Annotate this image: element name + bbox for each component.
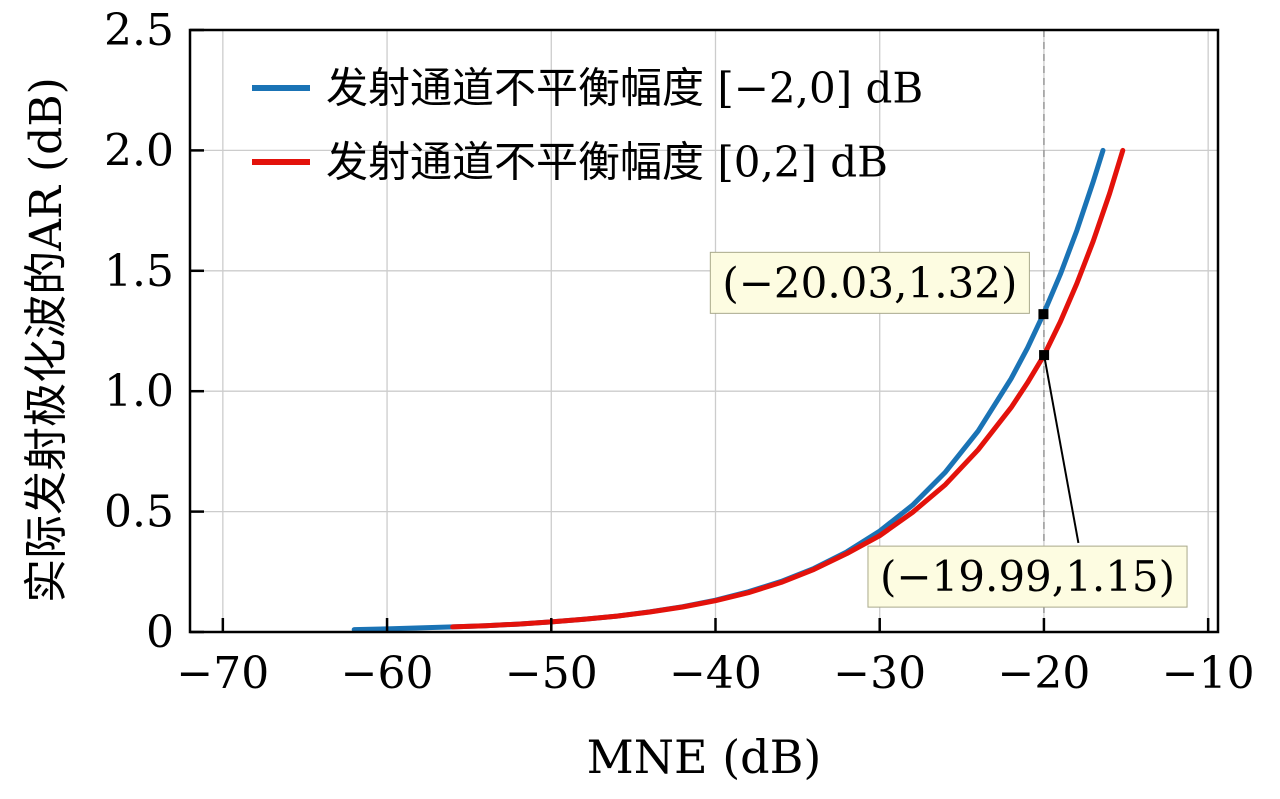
annotation-label-0: (−20.03,1.32) — [722, 258, 1017, 307]
annotation-leader-1 — [1043, 354, 1080, 544]
y-tick-label-3: 1.5 — [104, 246, 174, 297]
y-tick-label-0: 0 — [146, 607, 174, 658]
x-tick-label-4: −30 — [833, 648, 926, 699]
series-curve-1 — [450, 147, 1126, 630]
gridlines — [190, 29, 1218, 633]
data-point-marker-1 — [1039, 350, 1050, 361]
annotation-box-0 — [709, 251, 1030, 314]
annotations: (−20.03,1.32) (−19.99,1.15) — [709, 251, 1188, 608]
x-tick-label-1: −60 — [341, 648, 434, 699]
y-tick-label-1: 0.5 — [104, 487, 174, 538]
x-tick-label-6: −10 — [1162, 648, 1255, 699]
legend-label-1: 发射通道不平衡幅度 [0,2] dB — [326, 138, 888, 187]
x-axis-label: MNE (dB) — [586, 730, 822, 784]
y-axis-label: 实际发射极化波的AR (dB) — [21, 77, 72, 603]
axes-frame — [188, 28, 1220, 634]
annotation-label-1: (−19.99,1.15) — [880, 552, 1175, 601]
annotation-0: (−20.03,1.32) — [709, 251, 1030, 314]
annotation-box-1 — [867, 545, 1188, 608]
x-tick-label-2: −50 — [505, 648, 598, 699]
legend: 发射通道不平衡幅度 [−2,0] dB 发射通道不平衡幅度 [0,2] dB — [252, 64, 923, 187]
x-tick-label-5: −20 — [998, 648, 1091, 699]
x-tick-label-0: −70 — [176, 648, 269, 699]
annotation-1: (−19.99,1.15) — [867, 545, 1188, 608]
y-tick-label-2: 1.0 — [104, 366, 174, 417]
x-tick-label-3: −40 — [669, 648, 762, 699]
data-point-marker-0 — [1038, 309, 1049, 320]
legend-label-0: 发射通道不平衡幅度 [−2,0] dB — [326, 64, 923, 113]
ticks: −70 −60 −50 −40 −30 −20 −10 0 0.5 1.0 1.5 2.0 2.5 — [104, 5, 1255, 699]
y-tick-label-4: 2.0 — [104, 125, 174, 176]
y-tick-label-5: 2.5 — [104, 5, 174, 56]
